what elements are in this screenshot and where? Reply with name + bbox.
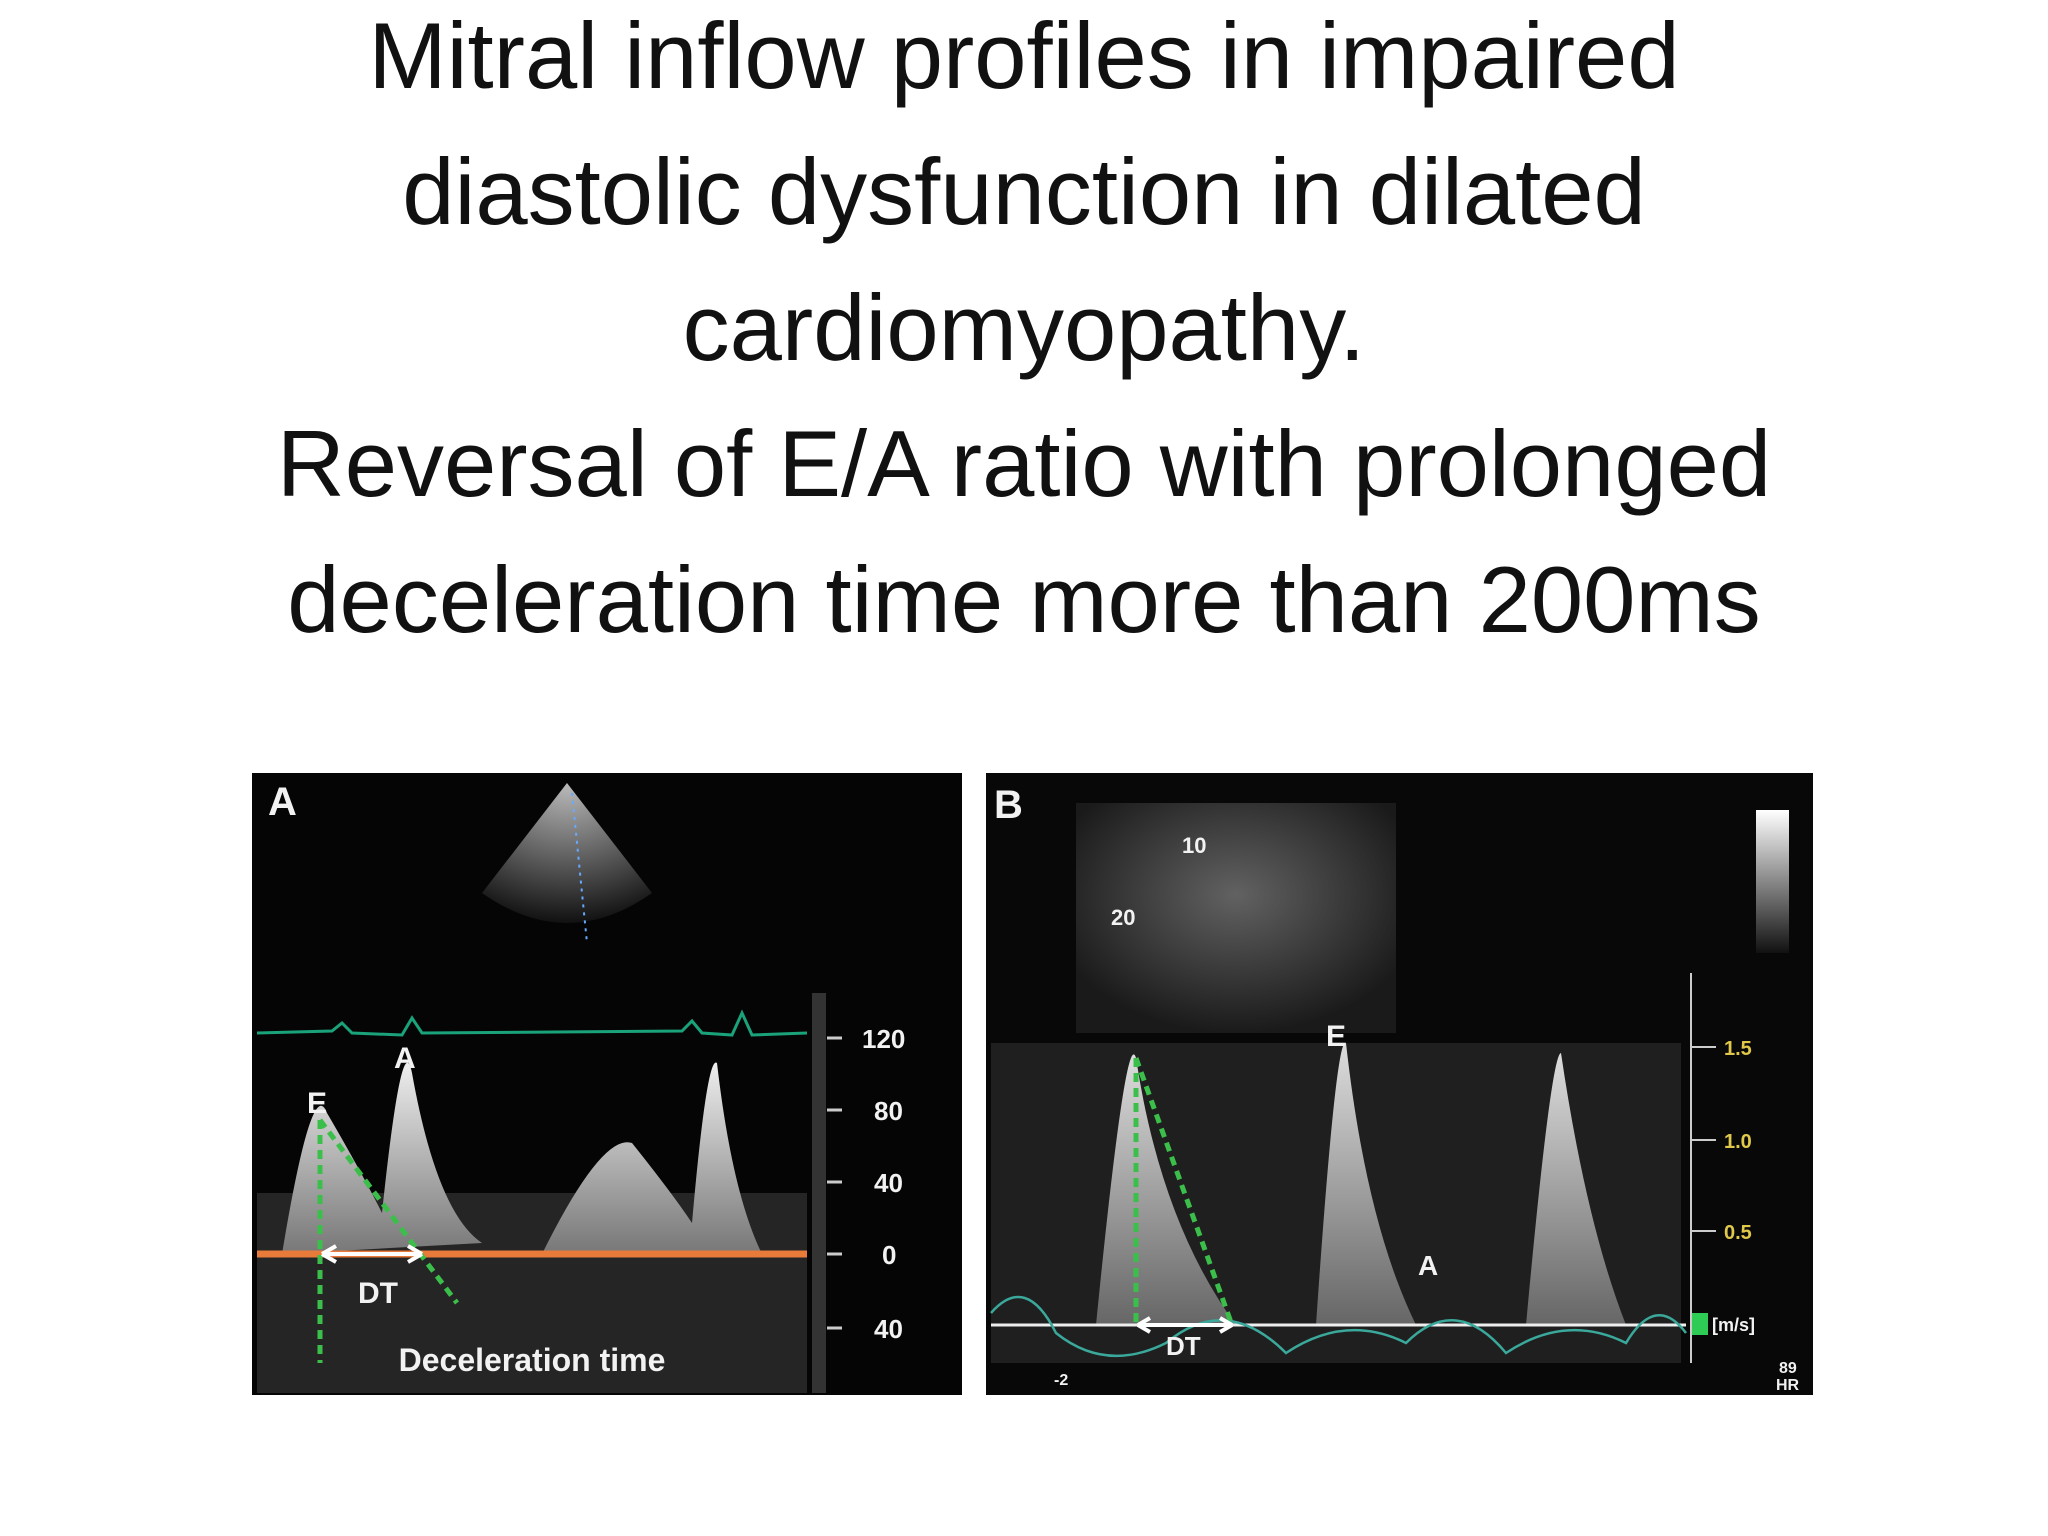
doppler-envelope bbox=[1316, 1042, 1416, 1325]
scale-label: 0 bbox=[882, 1240, 896, 1270]
title-line: deceleration time more than 200ms bbox=[287, 547, 1761, 652]
hr-value: 89 bbox=[1779, 1360, 1797, 1377]
slide-title: Mitral inflow profiles in impaired diast… bbox=[0, 0, 2048, 668]
cursor-line bbox=[571, 792, 588, 944]
dt-label: DT bbox=[358, 1277, 398, 1310]
dt-arrow bbox=[321, 1244, 423, 1264]
scale-label: -2 bbox=[1054, 1372, 1068, 1389]
echo-sector bbox=[1076, 803, 1396, 1033]
peak-label: A bbox=[394, 1042, 416, 1075]
echo-panel-a: A E A DT Deceleration time 120 80 40 0 4… bbox=[252, 773, 962, 1395]
scale-label: 1.0 bbox=[1724, 1131, 1752, 1153]
title-line: Mitral inflow profiles in impaired bbox=[368, 3, 1680, 108]
doppler-envelope bbox=[282, 1062, 482, 1254]
scale-label: 80 bbox=[874, 1096, 903, 1126]
depth-label: 20 bbox=[1111, 905, 1135, 930]
panel-label: A bbox=[268, 780, 297, 824]
caption: Deceleration time bbox=[399, 1342, 666, 1378]
scale-marker bbox=[1692, 1313, 1708, 1335]
dt-arrow bbox=[1136, 1316, 1234, 1334]
echo-panel-b: B 10 20 E A 1.5 1.0 0.5 [m/s] DT -2 89 H… bbox=[986, 773, 1813, 1395]
scale-bar bbox=[812, 993, 826, 1393]
scale-label: 1.5 bbox=[1724, 1038, 1752, 1060]
slope-line bbox=[317, 1118, 460, 1305]
doppler-envelope bbox=[1096, 1054, 1236, 1325]
dt-label: DT bbox=[1166, 1331, 1201, 1361]
ecg-trace bbox=[990, 1295, 1687, 1358]
scale-label: 120 bbox=[862, 1024, 905, 1054]
peak-label: E bbox=[307, 1087, 327, 1120]
slope-line bbox=[1133, 1057, 1235, 1326]
peak-label: A bbox=[1418, 1250, 1438, 1281]
gray-scale-bar bbox=[1756, 810, 1789, 953]
ecg-trace bbox=[256, 1009, 808, 1037]
hr-label: HR bbox=[1776, 1377, 1800, 1394]
title-line: diastolic dysfunction in dilated bbox=[402, 139, 1646, 244]
scale-label: 40 bbox=[874, 1314, 903, 1344]
echo-sector bbox=[482, 783, 652, 923]
scale-ticks bbox=[827, 1036, 842, 1330]
peak-label: E bbox=[1326, 1020, 1346, 1053]
doppler-envelope bbox=[1526, 1053, 1626, 1325]
scale-label: 0.5 bbox=[1724, 1222, 1752, 1244]
panel-label: B bbox=[994, 783, 1023, 827]
depth-label: 10 bbox=[1182, 833, 1206, 858]
title-line: cardiomyopathy. bbox=[682, 275, 1366, 380]
title-line: Reversal of E/A ratio with prolonged bbox=[276, 411, 1772, 516]
doppler-envelope bbox=[542, 1062, 762, 1254]
unit-label: [m/s] bbox=[1712, 1315, 1755, 1335]
scale-label: 40 bbox=[874, 1168, 903, 1198]
scale-ticks bbox=[1690, 973, 1716, 1363]
